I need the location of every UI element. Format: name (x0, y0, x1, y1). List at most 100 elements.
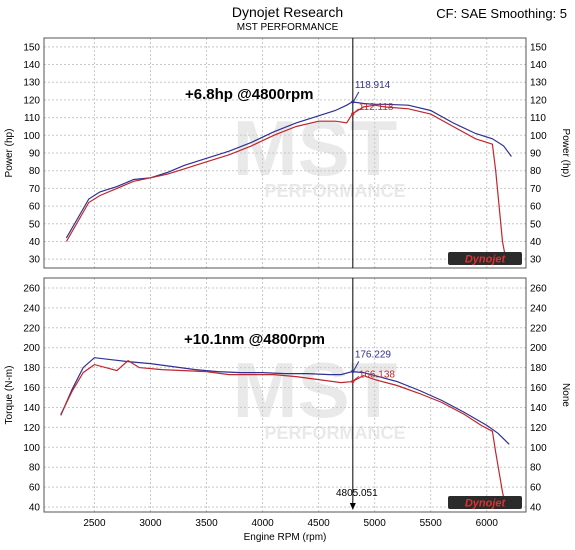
cursor-marker-run1 (351, 100, 355, 104)
y-axis-label-right: Power (hp) (560, 129, 571, 178)
cursor-marker-run2 (351, 379, 355, 384)
y-tick-label-right: 120 (530, 423, 547, 434)
cursor-rpm-label: 4805.051 (336, 488, 378, 499)
y-tick-label: 30 (29, 255, 41, 266)
y-tick-label-right: 140 (530, 403, 547, 414)
x-tick-label: 5500 (420, 518, 443, 529)
y-tick-label-right: 70 (530, 184, 542, 195)
chart-title: Dynojet Research (231, 4, 344, 20)
correction-factor-label: CF: SAE Smoothing: 5 (436, 6, 567, 21)
y-tick-label-right: 220 (530, 323, 547, 334)
y-tick-label: 120 (23, 95, 40, 106)
y-tick-label: 60 (29, 483, 41, 494)
y-tick-label: 100 (23, 443, 40, 454)
watermark-text: MST (233, 346, 398, 434)
y-axis-label: Torque (N-m) (4, 366, 15, 425)
cursor-arrowhead (349, 503, 356, 510)
y-tick-label-right: 260 (530, 283, 547, 294)
y-tick-label-right: 100 (530, 443, 547, 454)
y-tick-label: 130 (23, 78, 40, 89)
y-axis-label: Power (hp) (4, 129, 15, 178)
y-tick-label-right: 30 (530, 255, 542, 266)
y-tick-label-right: 120 (530, 95, 547, 106)
y-tick-label: 80 (29, 463, 41, 474)
y-tick-label: 100 (23, 131, 40, 142)
series-line-run1 (60, 357, 510, 445)
cursor-value-run1: 118.914 (355, 80, 391, 91)
y-tick-label: 40 (29, 503, 41, 514)
y-tick-label-right: 140 (530, 60, 547, 71)
y-tick-label: 220 (23, 323, 40, 334)
y-tick-label-right: 100 (530, 131, 547, 142)
x-tick-label: 3500 (195, 518, 218, 529)
y-tick-label-right: 80 (530, 166, 542, 177)
y-tick-label: 150 (23, 42, 40, 53)
y-tick-label: 40 (29, 237, 41, 248)
logo-text: Dynojet (465, 254, 507, 266)
y-tick-label-right: 90 (530, 149, 542, 160)
y-tick-label-right: 40 (530, 237, 542, 248)
plot-area (44, 278, 526, 512)
plot-frame (43, 277, 527, 513)
series-line-run2 (60, 359, 507, 508)
gain-annotation: +10.1nm @4800rpm (184, 331, 325, 348)
logo-badge (448, 252, 522, 265)
watermark-subtext: PERFORMANCE (264, 181, 405, 201)
y-tick-label-right: 80 (530, 463, 542, 474)
plot-frame (43, 37, 527, 269)
y-tick-label: 80 (29, 166, 41, 177)
y-tick-label: 120 (23, 423, 40, 434)
y-tick-label: 140 (23, 403, 40, 414)
y-tick-label-right: 50 (530, 219, 542, 230)
y-tick-label: 240 (23, 303, 40, 314)
watermark-subtext: PERFORMANCE (264, 423, 405, 443)
y-tick-label: 90 (29, 149, 41, 160)
cursor-pointer-run1 (353, 361, 360, 371)
y-tick-label-right: 110 (530, 113, 546, 124)
x-tick-label: 4000 (251, 518, 274, 529)
y-tick-label-right: 60 (530, 483, 542, 494)
cursor-value-run1: 176.229 (355, 349, 392, 360)
x-tick-label: 6000 (476, 518, 499, 529)
y-tick-label: 50 (29, 219, 41, 230)
gain-annotation: +6.8hp @4800rpm (185, 86, 313, 103)
x-axis-label: Engine RPM (rpm) (244, 532, 327, 543)
cursor-value-run2: 112.118 (359, 102, 394, 113)
y-tick-label-right: 240 (530, 303, 547, 314)
y-tick-label: 110 (24, 113, 40, 124)
y-tick-label-right: 200 (530, 343, 547, 354)
y-tick-label: 260 (23, 283, 40, 294)
series-line-run2 (65, 104, 507, 260)
y-tick-label-right: 150 (530, 42, 547, 53)
cursor-value-run2: 166.138 (359, 369, 396, 380)
cursor-pointer-run1 (353, 91, 360, 102)
cursor-marker-run1 (351, 369, 355, 373)
logo-text: Dynojet (465, 498, 507, 510)
chart-subtitle: MST PERFORMANCE (236, 22, 339, 33)
series-line-run1 (65, 101, 512, 239)
x-tick-label: 3000 (139, 518, 162, 529)
y-axis-label-right: None (560, 383, 571, 407)
y-tick-label: 70 (29, 184, 41, 195)
x-tick-label: 5000 (364, 518, 387, 529)
y-tick-label: 140 (23, 60, 40, 71)
y-tick-label-right: 60 (530, 202, 542, 213)
y-tick-label-right: 160 (530, 383, 547, 394)
cursor-marker-run2 (351, 112, 355, 116)
y-tick-label-right: 130 (530, 78, 547, 89)
watermark-text: MST (233, 104, 398, 192)
cursor-pointer-run2 (353, 108, 360, 114)
cursor-pointer-run2 (353, 376, 360, 381)
y-tick-label-right: 180 (530, 363, 547, 374)
x-tick-label: 4500 (308, 518, 331, 529)
y-tick-label: 200 (23, 343, 40, 354)
y-tick-label: 60 (29, 202, 41, 213)
y-tick-label: 160 (23, 383, 40, 394)
logo-badge (448, 496, 522, 509)
x-tick-label: 2500 (83, 518, 106, 529)
y-tick-label: 180 (23, 363, 40, 374)
y-tick-label-right: 40 (530, 503, 542, 514)
